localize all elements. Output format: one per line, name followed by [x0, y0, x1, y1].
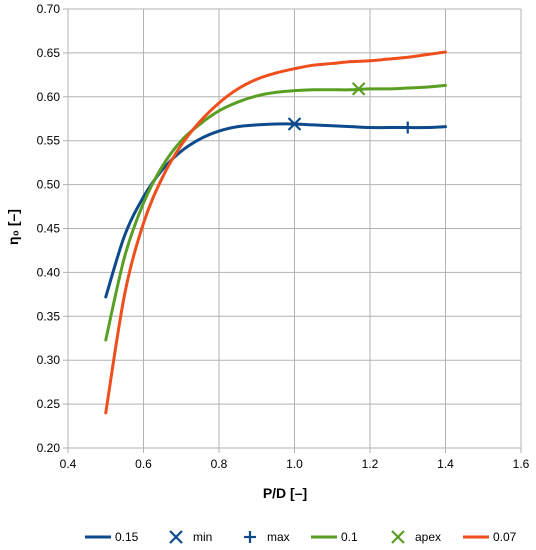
legend-item-max: max [244, 530, 290, 544]
legend-label: min [193, 530, 212, 544]
x-tick-label: 1.2 [362, 457, 379, 471]
plot-area [104, 50, 447, 415]
legend-label: max [267, 530, 290, 544]
legend-item-0-07: 0.07 [463, 530, 517, 544]
legend-swatch [244, 531, 256, 543]
legend-item-0-15: 0.15 [85, 530, 139, 544]
legend-label: 0.15 [115, 530, 139, 544]
series-line-0-07 [104, 50, 447, 415]
axes [63, 8, 522, 453]
y-tick-label: 0.50 [37, 178, 61, 192]
series-line-0-15 [104, 122, 447, 299]
legend-label: 0.07 [493, 530, 517, 544]
x-tick-label: 1.0 [286, 457, 303, 471]
marker-min [287, 117, 302, 131]
marker-apex [351, 82, 366, 96]
grid [67, 8, 522, 449]
y-tick-label: 0.25 [37, 397, 61, 411]
x-tick-label: 1.6 [513, 457, 530, 471]
legend-swatch [391, 530, 405, 544]
x-axis-title: P/D [–] [263, 485, 307, 501]
y-tick-label: 0.40 [37, 265, 61, 279]
y-tick-label: 0.45 [37, 222, 61, 236]
legend: 0.15 min max 0.1 apex 0.07 [85, 530, 517, 544]
legend-label: 0.1 [341, 530, 358, 544]
legend-item-apex: apex [391, 530, 441, 544]
tick-labels: 0.4 0.6 0.8 1.0 1.2 1.4 1.6 0.20 0.25 0.30 0.35 0.4… [37, 2, 530, 471]
y-tick-label: 0.55 [37, 134, 61, 148]
legend-label: apex [415, 530, 441, 544]
y-axis-title: η₀ [–] [5, 209, 21, 245]
legend-item-0-1: 0.1 [311, 530, 358, 544]
y-tick-label: 0.60 [37, 90, 61, 104]
series-line-0-1 [104, 83, 447, 342]
y-tick-label: 0.65 [37, 46, 61, 60]
y-tick-label: 0.70 [37, 2, 61, 16]
x-tick-label: 0.6 [135, 457, 152, 471]
y-tick-label: 0.20 [37, 441, 61, 455]
y-tick-label: 0.35 [37, 309, 61, 323]
legend-item-min: min [169, 530, 212, 544]
x-tick-label: 1.4 [437, 457, 454, 471]
marker-max [401, 121, 414, 134]
legend-swatch [169, 530, 183, 544]
x-tick-label: 0.4 [60, 457, 77, 471]
x-tick-label: 0.8 [211, 457, 228, 471]
y-tick-label: 0.30 [37, 353, 61, 367]
